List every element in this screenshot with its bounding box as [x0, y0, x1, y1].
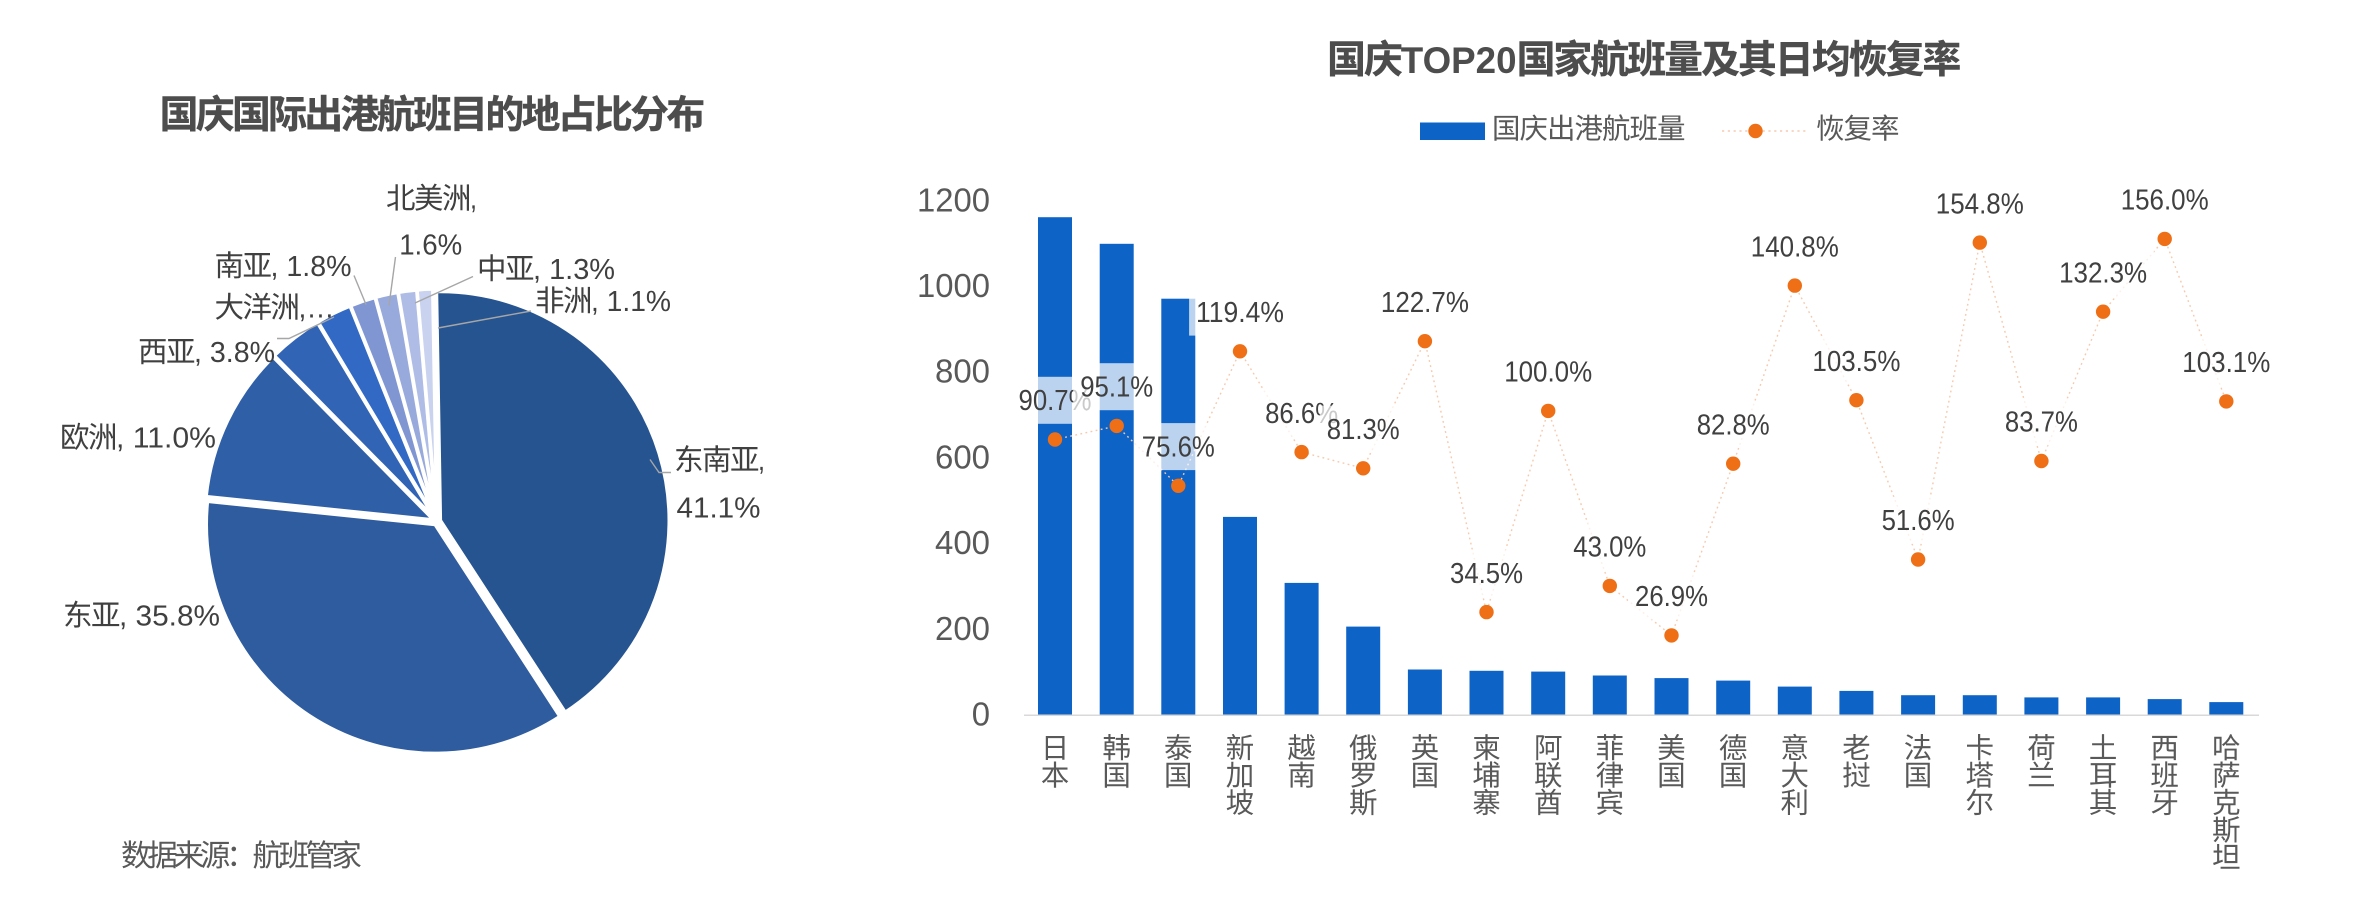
svg-text:41.1%: 41.1%: [677, 493, 761, 525]
svg-text:,: ,: [758, 445, 765, 477]
svg-text:34.5%: 34.5%: [1450, 558, 1523, 590]
svg-text:119.4%: 119.4%: [1196, 297, 1284, 329]
svg-text:82.8%: 82.8%: [1697, 409, 1770, 441]
svg-text:TOP20: TOP20: [1401, 40, 1517, 81]
svg-text:, 1.1%: , 1.1%: [591, 286, 671, 318]
svg-text:122.7%: 122.7%: [1381, 287, 1469, 319]
svg-text:132.3%: 132.3%: [2059, 257, 2147, 289]
svg-text:,: ,: [470, 184, 477, 216]
svg-text:200: 200: [935, 611, 990, 648]
svg-text:, 1.8%: , 1.8%: [271, 251, 352, 283]
svg-text:26.9%: 26.9%: [1635, 581, 1708, 613]
svg-text:, 3.8%: , 3.8%: [194, 337, 275, 369]
svg-text:,…: ,…: [299, 293, 335, 325]
svg-text:140.8%: 140.8%: [1751, 231, 1839, 263]
svg-text:1.6%: 1.6%: [399, 229, 462, 261]
svg-text:156.0%: 156.0%: [2121, 185, 2209, 217]
svg-text:95.1%: 95.1%: [1080, 372, 1153, 404]
svg-text:0: 0: [972, 697, 990, 734]
svg-text:103.5%: 103.5%: [1812, 346, 1900, 378]
svg-text:, 11.0%: , 11.0%: [116, 423, 216, 455]
svg-text:51.6%: 51.6%: [1882, 505, 1955, 537]
svg-text:83.7%: 83.7%: [2005, 407, 2078, 439]
svg-text:, 1.3%: , 1.3%: [533, 254, 615, 286]
svg-text:154.8%: 154.8%: [1936, 188, 2024, 220]
svg-text:100.0%: 100.0%: [1504, 357, 1592, 389]
svg-text:400: 400: [935, 525, 990, 562]
svg-text:103.1%: 103.1%: [2182, 347, 2270, 379]
svg-text:43.0%: 43.0%: [1573, 532, 1646, 564]
svg-text:1000: 1000: [917, 268, 990, 305]
svg-text:800: 800: [935, 354, 990, 391]
svg-text:1200: 1200: [917, 182, 990, 219]
svg-text:600: 600: [935, 440, 990, 477]
svg-text:75.6%: 75.6%: [1142, 432, 1215, 464]
svg-text:81.3%: 81.3%: [1327, 414, 1400, 446]
svg-text:, 35.8%: , 35.8%: [119, 601, 220, 633]
